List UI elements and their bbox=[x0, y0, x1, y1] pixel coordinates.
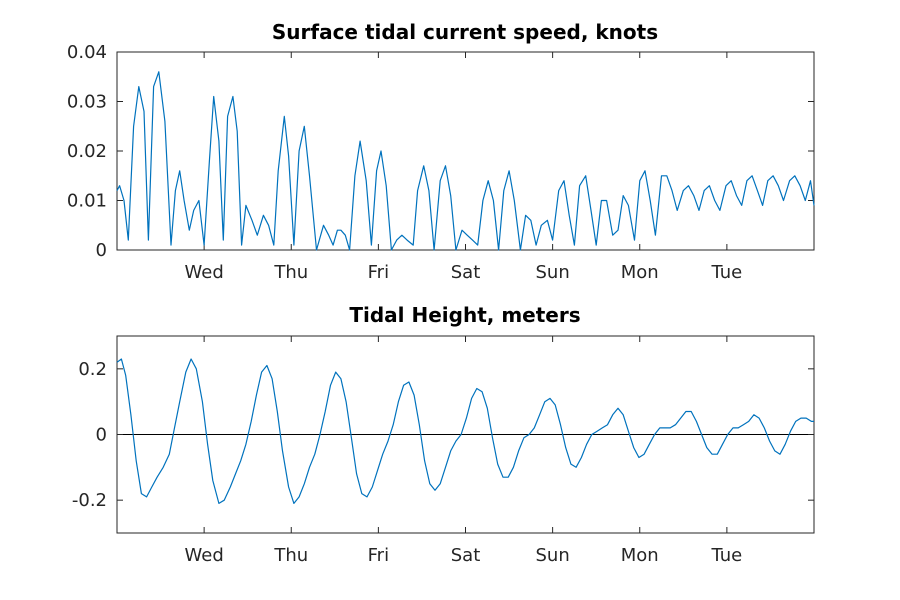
current-speed-panel: Surface tidal current speed, knots 0 0.01… bbox=[67, 20, 815, 283]
y-tick-label: -0.2 bbox=[72, 490, 107, 511]
y-tick-label: 0.04 bbox=[67, 42, 107, 63]
x-tick-label: Mon bbox=[621, 545, 659, 566]
y-tick-label: 0 bbox=[96, 240, 107, 261]
tidal-height-panel: Tidal Height, meters -0.2 0 0.2 Wed Thu Fri Sa… bbox=[72, 303, 815, 566]
x-tick-label: Mon bbox=[621, 262, 659, 283]
chart-title: Surface tidal current speed, knots bbox=[272, 20, 658, 44]
x-tick-label: Fri bbox=[368, 545, 389, 566]
plot-area bbox=[116, 51, 815, 251]
x-tick-label: Tue bbox=[711, 262, 743, 283]
x-tick-label: Wed bbox=[185, 262, 224, 283]
x-tick-label: Tue bbox=[711, 545, 743, 566]
x-tick-label: Wed bbox=[185, 545, 224, 566]
series-line bbox=[116, 71, 815, 251]
x-tick-label: Sun bbox=[536, 545, 570, 566]
y-tick-label: 0.03 bbox=[67, 92, 107, 113]
y-tick-label: 0 bbox=[96, 425, 107, 446]
y-tick-label: 0.02 bbox=[67, 141, 107, 162]
chart-title: Tidal Height, meters bbox=[349, 303, 580, 327]
x-tick-label: Sun bbox=[536, 262, 570, 283]
x-tick-label: Thu bbox=[273, 262, 308, 283]
x-tick-label: Sat bbox=[451, 545, 481, 566]
y-tick-label: 0.2 bbox=[78, 359, 107, 380]
x-tick-label: Thu bbox=[273, 545, 308, 566]
x-tick-label: Fri bbox=[368, 262, 389, 283]
x-tick-label: Sat bbox=[451, 262, 481, 283]
series-line bbox=[116, 358, 814, 504]
y-tick-label: 0.01 bbox=[67, 191, 107, 212]
